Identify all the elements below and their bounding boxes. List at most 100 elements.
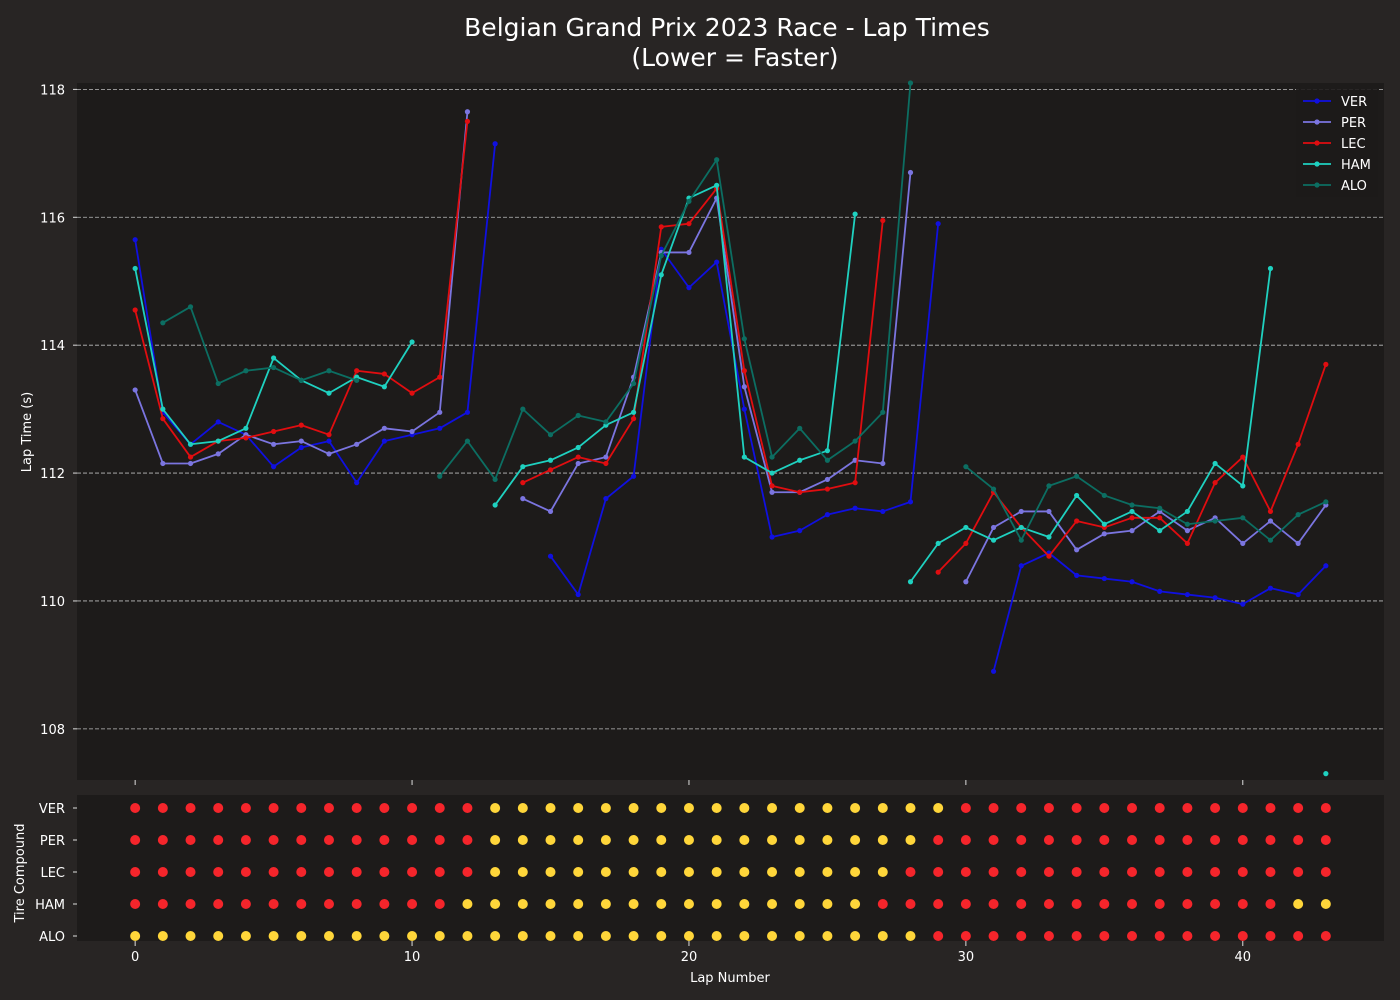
- legend-item-per[interactable]: PER: [1303, 116, 1366, 131]
- alo-lap-point: [603, 419, 609, 425]
- legend-item-ham[interactable]: HAM: [1303, 158, 1371, 173]
- ver-lap-point: [990, 668, 997, 674]
- ver-lap-point: [1129, 579, 1135, 585]
- alo-lap-point: [354, 377, 360, 383]
- x-tick-labels: 0 10 20 30 40: [131, 780, 1251, 965]
- per-lap-point: [187, 460, 194, 467]
- medium-compound-dot: [185, 835, 196, 845]
- medium-compound-dot: [1320, 867, 1331, 877]
- medium-compound-dot: [1071, 867, 1082, 877]
- alo-lap-point: [160, 320, 166, 326]
- medium-compound-dot: [1154, 931, 1165, 941]
- hard-compound-dot: [739, 867, 750, 877]
- medium-compound-dot: [1320, 803, 1331, 813]
- lec-lap-point: [326, 432, 332, 438]
- hard-compound-dot: [545, 867, 556, 877]
- legend-label: HAM: [1341, 158, 1371, 173]
- medium-compound-dot: [1237, 835, 1248, 845]
- per-lap-point: [464, 109, 471, 115]
- lec-lap-point: [686, 221, 692, 227]
- medium-compound-dot: [213, 867, 224, 877]
- ham-lap-point: [1323, 771, 1329, 777]
- ver-line-segment: [134, 143, 497, 484]
- medium-compound-dot: [933, 931, 944, 941]
- medium-compound-dot: [1182, 835, 1193, 845]
- medium-compound-dot: [379, 867, 390, 877]
- tire-row-per: [130, 835, 1331, 845]
- lec-lap-point: [1295, 441, 1301, 447]
- ver-lap-point: [215, 419, 221, 425]
- hard-compound-dot: [213, 931, 224, 941]
- ham-lap-point: [1267, 265, 1274, 272]
- hard-compound-dot: [905, 803, 916, 813]
- ver-lap-point: [935, 221, 941, 227]
- lec-lap-point: [520, 480, 526, 486]
- medium-compound-dot: [1293, 867, 1304, 877]
- medium-compound-dot: [1320, 835, 1331, 845]
- per-lap-point: [1184, 528, 1190, 534]
- hard-compound-dot: [794, 867, 805, 877]
- ham-lap-point: [963, 524, 969, 531]
- ver-lap-point: [852, 505, 858, 511]
- medium-compound-dot: [960, 931, 971, 941]
- ver-lap-point: [824, 512, 831, 518]
- ham-lap-point: [1018, 524, 1024, 531]
- hard-compound-dot: [711, 867, 722, 877]
- alo-lap-point: [1018, 537, 1024, 543]
- medium-compound-dot: [1127, 803, 1138, 813]
- medium-compound-dot: [1099, 899, 1110, 909]
- series-layer: [132, 80, 1329, 777]
- hard-compound-dot: [905, 835, 916, 845]
- per-lap-point: [298, 438, 304, 444]
- ham-lap-point: [1212, 460, 1218, 467]
- medium-compound-dot: [213, 835, 224, 845]
- y-tick-label: 114: [40, 339, 65, 354]
- alo-lap-point: [686, 198, 692, 204]
- ver-lap-point: [714, 259, 720, 265]
- hard-compound-dot: [822, 931, 833, 941]
- y-tick-label: 116: [40, 211, 65, 226]
- lec-lap-point: [797, 489, 803, 495]
- medium-compound-dot: [130, 899, 141, 909]
- per-lap-point: [1295, 540, 1301, 547]
- alo-lap-point: [326, 368, 332, 374]
- legend-label: PER: [1341, 116, 1366, 131]
- hard-compound-dot: [683, 867, 694, 877]
- medium-compound-dot: [351, 899, 362, 909]
- medium-compound-dot: [462, 803, 473, 813]
- ham-lap-point: [1101, 521, 1107, 527]
- series-alo: [160, 80, 1329, 543]
- ham-lap-point: [1157, 528, 1163, 534]
- medium-compound-dot: [1210, 899, 1221, 909]
- hard-compound-dot: [517, 835, 528, 845]
- ver-lap-point: [547, 553, 554, 559]
- medium-compound-dot: [351, 867, 362, 877]
- per-lap-point: [409, 428, 415, 435]
- ham-lap-point: [630, 409, 637, 415]
- legend-label: ALO: [1341, 179, 1367, 194]
- hard-compound-dot: [850, 931, 861, 941]
- lec-lap-point: [132, 307, 138, 313]
- legend[interactable]: VER PER LEC HAM ALO: [1296, 89, 1378, 197]
- medium-compound-dot: [434, 899, 445, 909]
- legend-item-ver[interactable]: VER: [1303, 95, 1367, 110]
- hard-compound-dot: [1320, 899, 1331, 909]
- legend-item-alo[interactable]: ALO: [1303, 179, 1367, 194]
- medium-compound-dot: [988, 931, 999, 941]
- lap-time-plot-area: [77, 83, 1384, 780]
- hard-compound-dot: [739, 931, 750, 941]
- ver-lap-point: [132, 237, 138, 243]
- medium-compound-dot: [379, 835, 390, 845]
- medium-compound-dot: [933, 867, 944, 877]
- per-lap-point: [603, 454, 609, 460]
- medium-compound-dot: [1099, 931, 1110, 941]
- lec-lap-point: [271, 428, 277, 435]
- medium-compound-dot: [1210, 803, 1221, 813]
- alo-lap-point: [880, 409, 886, 415]
- lec-lap-point: [1074, 518, 1080, 524]
- medium-compound-dot: [379, 899, 390, 909]
- lec-lap-point: [1157, 515, 1163, 521]
- hard-compound-dot: [711, 835, 722, 845]
- legend-item-lec[interactable]: LEC: [1303, 137, 1366, 152]
- alo-lap-point: [630, 380, 637, 387]
